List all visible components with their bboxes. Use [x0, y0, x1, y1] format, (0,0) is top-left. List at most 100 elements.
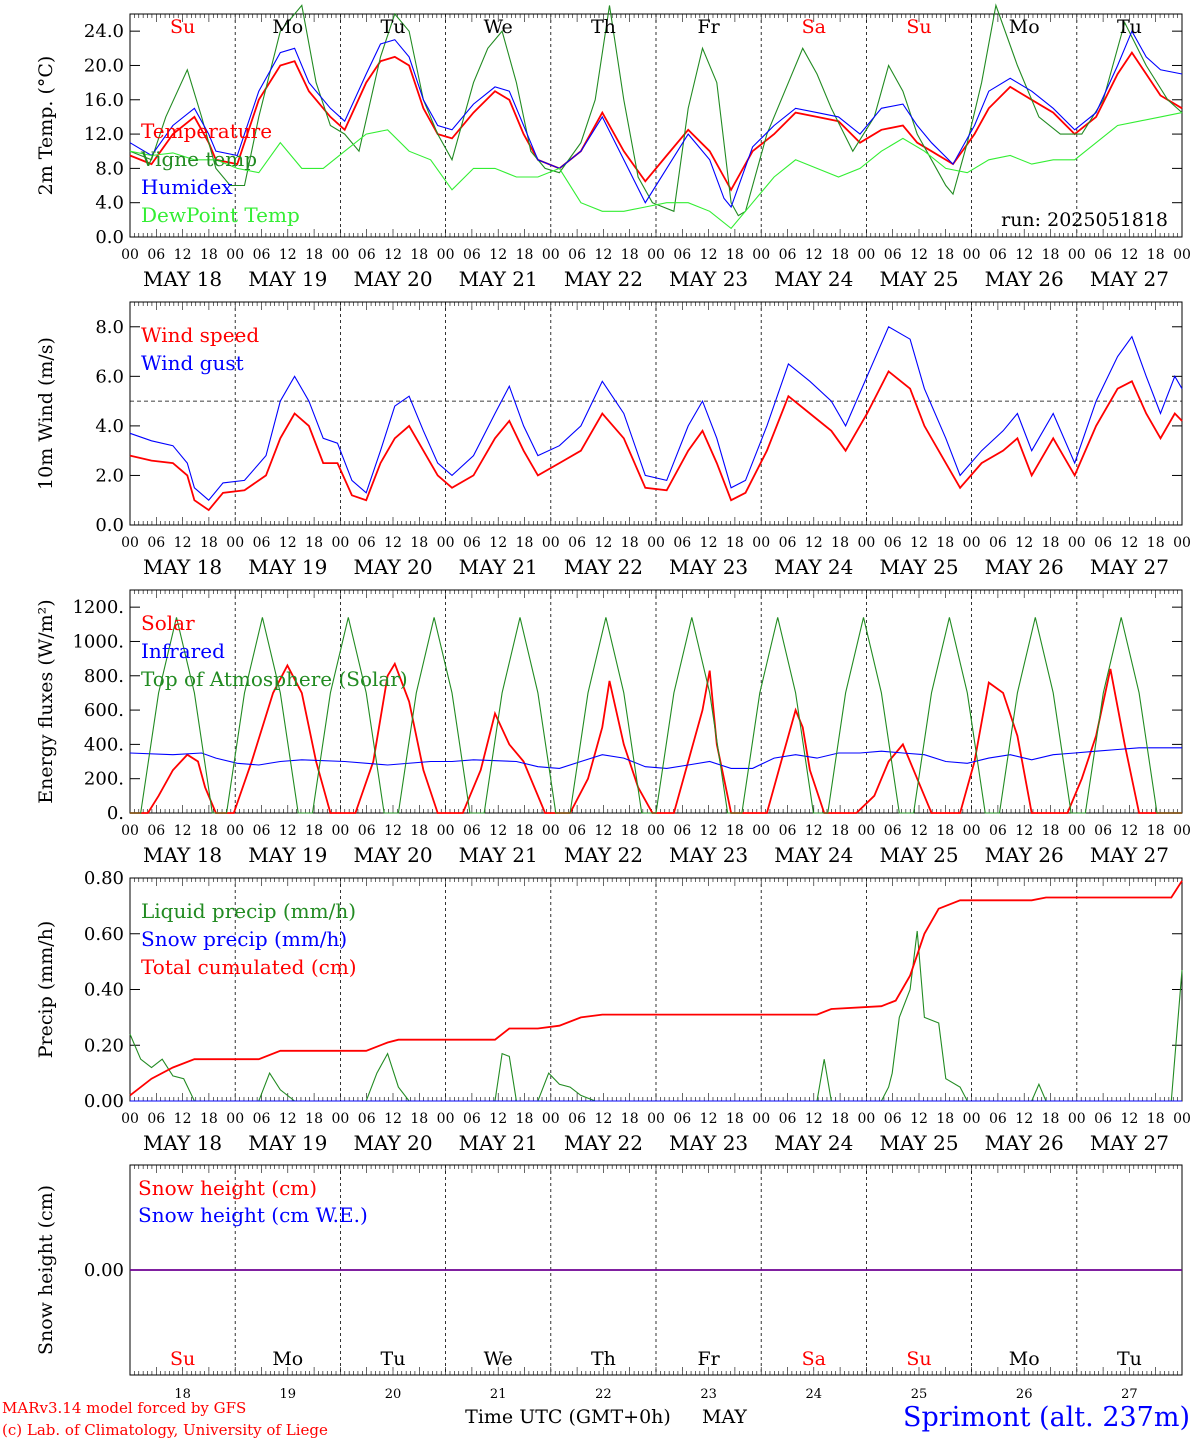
hour-tick-label: 00: [963, 535, 981, 551]
y-tick-label: 0.40: [84, 980, 124, 1001]
hour-tick-label: 18: [621, 1111, 639, 1127]
hour-tick-label: 00: [331, 1111, 349, 1127]
hour-tick-label: 06: [568, 823, 586, 839]
y-tick-label: 6.0: [95, 366, 124, 387]
hour-tick-label: 06: [568, 1111, 586, 1127]
hour-tick-label: 06: [463, 823, 481, 839]
y-tick-label: 0.00: [84, 1260, 124, 1281]
hour-tick-label: 00: [437, 1111, 455, 1127]
weekday-label: Su: [170, 16, 195, 38]
hour-tick-label: 18: [200, 535, 218, 551]
date-label: MAY 18: [143, 555, 222, 579]
hour-tick-label: 00: [1068, 535, 1086, 551]
hour-tick-label: 18: [516, 823, 534, 839]
hour-tick-label: 06: [673, 823, 691, 839]
day-number-label: 24: [806, 1387, 823, 1402]
weekday-label: Tu: [381, 1348, 406, 1370]
hour-tick-label: 18: [410, 247, 428, 263]
hour-tick-label: 12: [384, 535, 402, 551]
hour-tick-label: 00: [542, 1111, 560, 1127]
weekday-label: Su: [906, 16, 931, 38]
date-label: MAY 23: [669, 555, 748, 579]
hour-tick-label: 00: [331, 823, 349, 839]
y-tick-label: 2.0: [95, 465, 124, 486]
x-axis-label: Time UTC (GMT+0h): [465, 1406, 671, 1428]
hour-tick-label: 18: [831, 1111, 849, 1127]
hour-tick-label: 00: [437, 823, 455, 839]
hour-tick-label: 12: [174, 535, 192, 551]
hour-tick-label: 00: [857, 1111, 875, 1127]
hour-tick-label: 18: [410, 823, 428, 839]
y-tick-label: 1200.: [72, 597, 124, 618]
hour-tick-label: 06: [147, 535, 165, 551]
hour-tick-label: 12: [489, 1111, 507, 1127]
hour-tick-label: 12: [489, 823, 507, 839]
hour-tick-label: 12: [279, 1111, 297, 1127]
hour-tick-label: 00: [121, 1111, 139, 1127]
date-label: MAY 23: [669, 1131, 748, 1155]
hour-tick-label: 06: [989, 247, 1007, 263]
y-tick-label: 0.0: [95, 227, 124, 248]
legend-entry: Snow height (cm W.E.): [138, 1203, 368, 1227]
hour-tick-label: 06: [147, 247, 165, 263]
hour-tick-label: 06: [884, 1111, 902, 1127]
y-tick-label: 8.0: [95, 317, 124, 338]
date-label: MAY 20: [353, 267, 432, 291]
weekday-label: Mo: [1009, 1348, 1040, 1370]
hour-tick-label: 06: [358, 823, 376, 839]
hour-tick-label: 06: [989, 1111, 1007, 1127]
day-number-label: 27: [1121, 1387, 1138, 1402]
date-label: MAY 26: [985, 1131, 1064, 1155]
weekday-label: Mo: [272, 16, 303, 38]
date-label: MAY 21: [459, 843, 538, 867]
hour-tick-label: 18: [726, 823, 744, 839]
hour-tick-label: 18: [1147, 1111, 1165, 1127]
hour-tick-label: 12: [1120, 823, 1138, 839]
panel-4: [129, 877, 1183, 1102]
hour-tick-label: 12: [489, 535, 507, 551]
credit-line-1: MARv3.14 model forced by GFS: [2, 1399, 246, 1417]
weekday-label: Fr: [697, 1348, 720, 1370]
location-title: Sprimont (alt. 237m): [903, 1402, 1190, 1433]
date-label: MAY 22: [564, 555, 643, 579]
weekday-label: We: [484, 1348, 513, 1370]
hour-tick-label: 18: [726, 1111, 744, 1127]
hour-tick-label: 18: [516, 535, 534, 551]
date-label: MAY 20: [353, 843, 432, 867]
hour-tick-label: 00: [752, 535, 770, 551]
hour-tick-label: 18: [621, 823, 639, 839]
credit-line-2: (c) Lab. of Climatology, University of L…: [2, 1421, 328, 1439]
date-label: MAY 26: [985, 843, 1064, 867]
y-tick-label: 600.: [84, 700, 124, 721]
legend-entry: Snow precip (mm/h): [141, 927, 347, 951]
weekday-label: We: [484, 16, 513, 38]
hour-tick-label: 18: [621, 535, 639, 551]
date-label: MAY 20: [353, 1131, 432, 1155]
hour-tick-label: 06: [253, 1111, 271, 1127]
hour-tick-label: 12: [805, 823, 823, 839]
hour-tick-label: 12: [594, 1111, 612, 1127]
date-label: MAY 21: [459, 1131, 538, 1155]
legend-entry: Humidex: [141, 175, 233, 199]
hour-tick-label: 06: [253, 247, 271, 263]
hour-tick-label: 18: [726, 247, 744, 263]
hour-tick-label: 12: [594, 247, 612, 263]
hour-tick-label: 06: [989, 535, 1007, 551]
hour-tick-label: 00: [121, 823, 139, 839]
y-tick-label: 12.0: [84, 124, 124, 145]
date-label: MAY 22: [564, 1131, 643, 1155]
series-line: [129, 326, 1183, 501]
date-label: MAY 19: [248, 1131, 327, 1155]
hour-tick-label: 12: [174, 823, 192, 839]
hour-tick-label: 00: [963, 247, 981, 263]
date-label: MAY 26: [985, 267, 1064, 291]
hour-tick-label: 12: [910, 535, 928, 551]
date-label: MAY 24: [774, 1131, 853, 1155]
date-label: MAY 18: [143, 1131, 222, 1155]
day-number-label: 23: [700, 1387, 717, 1402]
hour-tick-label: 18: [831, 247, 849, 263]
hour-tick-label: 00: [752, 1111, 770, 1127]
hour-tick-label: 00: [1068, 1111, 1086, 1127]
hour-tick-label: 12: [1120, 1111, 1138, 1127]
series-line: [130, 617, 1182, 814]
